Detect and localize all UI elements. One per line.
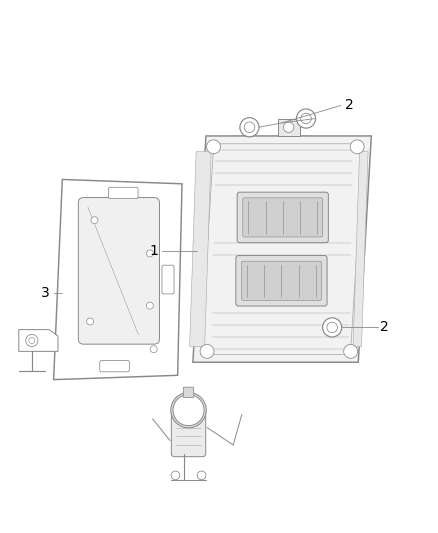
Polygon shape (53, 180, 182, 379)
Circle shape (91, 217, 98, 224)
Circle shape (146, 250, 153, 257)
Text: 2: 2 (345, 99, 354, 112)
FancyBboxPatch shape (236, 255, 327, 306)
Circle shape (171, 471, 180, 480)
Polygon shape (190, 151, 211, 346)
FancyBboxPatch shape (237, 192, 328, 243)
Circle shape (322, 318, 342, 337)
Text: 2: 2 (380, 320, 389, 334)
Circle shape (29, 337, 35, 344)
Circle shape (327, 322, 337, 333)
FancyBboxPatch shape (171, 407, 206, 457)
FancyBboxPatch shape (162, 265, 174, 294)
Circle shape (344, 344, 357, 358)
Circle shape (244, 122, 255, 133)
Circle shape (146, 302, 153, 309)
Polygon shape (278, 118, 300, 136)
Polygon shape (353, 151, 368, 346)
FancyBboxPatch shape (109, 187, 138, 199)
Circle shape (200, 344, 214, 358)
Circle shape (26, 334, 38, 346)
Circle shape (150, 346, 157, 353)
Polygon shape (19, 329, 58, 351)
Circle shape (350, 140, 364, 154)
FancyBboxPatch shape (184, 387, 194, 398)
FancyBboxPatch shape (243, 198, 323, 237)
Circle shape (240, 118, 259, 137)
FancyBboxPatch shape (241, 261, 321, 301)
Circle shape (301, 113, 311, 124)
Text: 1: 1 (149, 244, 158, 259)
Polygon shape (201, 144, 364, 354)
Circle shape (171, 392, 206, 428)
Circle shape (283, 122, 294, 133)
Circle shape (207, 140, 220, 154)
Circle shape (197, 471, 206, 480)
Circle shape (87, 318, 94, 325)
FancyBboxPatch shape (78, 198, 159, 344)
Polygon shape (193, 136, 371, 362)
Circle shape (297, 109, 316, 128)
FancyBboxPatch shape (100, 360, 129, 372)
Circle shape (173, 394, 204, 426)
Text: 3: 3 (41, 286, 49, 300)
